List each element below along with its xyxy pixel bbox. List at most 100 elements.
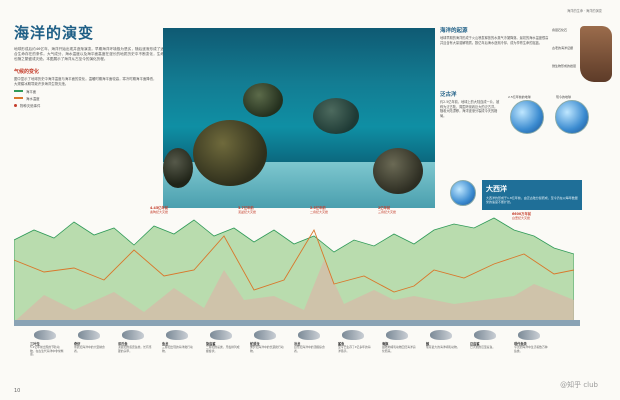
creature-name: 蛇颈龙 [250, 342, 260, 346]
atlantic-body: 大西洋约形成于1.8亿年前，由泛古陆分裂而成，至今仍在以每年数厘米的速度不断扩张… [486, 196, 578, 205]
plesiosaur-icon [254, 330, 276, 340]
ichthyosaur-icon [166, 330, 188, 340]
ocean-photo [163, 28, 435, 208]
creature-card: 海豚 由陆地哺乳动物回归海洋演化而来。 [382, 330, 416, 353]
trilobite-icon [34, 330, 56, 340]
intro-panel: 海洋的演变 地球形成后约46亿年，海洋开始出现并逐渐演变。早期海洋环境极为恶劣，… [14, 22, 164, 202]
creature-card: 现代鱼类 今天的海洋中生活着数万种鱼类。 [514, 330, 548, 353]
page-title: 海洋的演变 [14, 24, 95, 42]
creature-desc: 5.2亿年前出现的节肢动物，在古生代海洋中非常繁盛。 [30, 345, 64, 357]
creature-card: 三叶虫 5.2亿年前出现的节肢动物，在古生代海洋中非常繁盛。 [30, 330, 64, 357]
creature-desc: 侏罗纪海洋中的长颈爬行动物。 [250, 345, 284, 353]
creature-card: 邓氏鱼 泥盆纪的盾皮鱼类，长有坚硬的头甲。 [118, 330, 152, 353]
globe-modern [555, 100, 589, 134]
fish-icon [518, 330, 540, 340]
rock [373, 148, 423, 194]
creature-card: 旋齿鲨 二叠纪的鲨类，牙齿排列成螺旋状。 [206, 330, 240, 353]
rock [193, 120, 267, 186]
rock [243, 83, 283, 117]
fish-icon [122, 330, 144, 340]
globe-label: 现今的地球 [556, 95, 572, 99]
watermark: @知乎 club [560, 381, 598, 389]
globe-label: 2.5亿年前的地球 [508, 95, 531, 99]
creature-name: 巨齿鲨 [470, 342, 480, 346]
creature-desc: 今天的海洋中生活着数万种鱼类。 [514, 345, 548, 353]
climate-heading: 气候的变化 [14, 69, 40, 76]
event-label: 2.5亿年前 二叠纪大灭绝 [310, 206, 346, 214]
pangaea-title: 泛古洋 [440, 92, 457, 98]
event-label: 3.7亿年前 泥盆纪大灭绝 [238, 206, 274, 214]
creature-name: 奇虾 [74, 342, 81, 346]
anomalocaris-icon [78, 330, 100, 340]
creature-name: 邓氏鱼 [118, 342, 128, 346]
pangaea-body: 约2.5亿年前，地球上的大陆连成一片，被称为泛古陆，周围环绕着巨大的泛古洋。随着… [440, 100, 500, 118]
creature-desc: 现存最大的海洋哺乳动物。 [426, 345, 460, 349]
timeline-axis [14, 320, 580, 326]
origin-title: 海洋的起源 [440, 28, 468, 34]
event-title: 3.7亿年前 [238, 206, 254, 210]
creature-name: 沧龙 [294, 342, 301, 346]
creature-name: 旋齿鲨 [206, 342, 216, 346]
sea-level-area [14, 217, 574, 322]
origin-body: 地球早期的海洋形成于火山喷发释放的水蒸气冷凝降落。最初的海水温度很高并且含有大量… [440, 36, 549, 45]
legend-label: 海水温度 [26, 96, 40, 101]
rock [313, 98, 359, 134]
event-sub: 奥陶纪大灭绝 [150, 210, 169, 214]
creature-card: 鲨鱼 至今已生存了4亿多年的海洋猎手。 [338, 330, 372, 353]
event-label: 2亿年前 三叠纪大灭绝 [378, 206, 414, 214]
event-title: 2.5亿年前 [310, 206, 326, 210]
running-header: 海洋的生命 · 海洋的演变 [567, 9, 602, 13]
megalodon-icon [474, 330, 496, 340]
globe-ancient [510, 100, 544, 134]
atlantic-box: 大西洋 大西洋约形成于1.8亿年前，由泛古陆分裂而成，至今仍在以每年数厘米的速度… [482, 180, 582, 210]
event-label: 6600万年前 白垩纪大灭绝 [512, 212, 548, 220]
pangaea-section: 泛古洋 约2.5亿年前，地球上的大陆连成一片，被称为泛古陆，周围环绕着巨大的泛古… [440, 90, 500, 118]
temperature-line [14, 228, 574, 293]
event-sub: 白垩纪大灭绝 [512, 216, 531, 220]
event-label: 4.45亿年前 奥陶纪大灭绝 [150, 206, 186, 214]
event-title: 6600万年前 [512, 212, 532, 216]
event-title: 2亿年前 [378, 206, 391, 210]
shark-icon [342, 330, 364, 340]
fossil-label: 微生物形成的岩层 [552, 64, 577, 68]
legend-label: 物种灭绝事件 [20, 103, 41, 108]
creature-card: 巨齿鲨 已灭绝的巨型鲨鱼。 [470, 330, 504, 350]
climate-body: 图中显示了地球历史中海洋温度与海平面的变化。温暖时期海平面较高，寒冷时期海平面降… [14, 77, 157, 87]
dolphin-icon [386, 330, 408, 340]
creature-desc: 泥盆纪的盾皮鱼类，长有坚硬的头甲。 [118, 345, 152, 353]
shark-icon [210, 330, 232, 340]
creature-card: 鱼龙 三叠纪出现的海洋爬行动物。 [162, 330, 196, 353]
rock [163, 148, 193, 188]
event-title: 4.45亿年前 [150, 206, 169, 210]
creature-desc: 二叠纪的鲨类，牙齿排列成螺旋状。 [206, 345, 240, 353]
fossil-label: 叠层石化石 [552, 28, 568, 32]
legend-sea-level: 海平面 [14, 89, 164, 94]
creature-card: 鲸现存最大的海洋哺乳动物。 [426, 330, 460, 350]
legend-extinction: 物种灭绝事件 [14, 103, 164, 108]
creature-card: 蛇颈龙 侏罗纪海洋中的长颈爬行动物。 [250, 330, 284, 353]
intro-text: 地球形成后约46亿年，海洋开始出现并逐渐演变。早期海洋环境极为恶劣，随后逐渐形成… [14, 47, 164, 62]
extinction-area [14, 260, 574, 322]
whale-icon [430, 330, 452, 340]
creature-name: 现代鱼类 [514, 342, 527, 346]
mosasaur-icon [298, 330, 320, 340]
creature-desc: 白垩纪海洋中的顶级掠食者。 [294, 345, 325, 353]
atlantic-title: 大西洋 [486, 185, 507, 193]
creature-card: 奇虾 寒武纪海洋中的大型捕食者。 [74, 330, 108, 353]
fossil-image [580, 26, 612, 82]
creature-card: 沧龙 白垩纪海洋中的顶级掠食者。 [294, 330, 328, 353]
page-number: 10 [14, 388, 21, 394]
creature-desc: 寒武纪海洋中的大型捕食者。 [74, 345, 105, 353]
globe-atlantic [450, 180, 476, 206]
event-sub: 三叠纪大灭绝 [378, 210, 397, 214]
creature-desc: 已灭绝的巨型鲨鱼。 [470, 345, 496, 349]
creature-desc: 至今已生存了4亿多年的海洋猎手。 [338, 345, 371, 353]
creature-name: 海豚 [382, 342, 389, 346]
legend-temperature: 海水温度 [14, 96, 164, 101]
creature-name: 鲨鱼 [338, 342, 345, 346]
legend-label: 海平面 [26, 89, 37, 94]
creature-desc: 三叠纪出现的海洋爬行动物。 [162, 345, 193, 353]
evolution-chart [14, 217, 574, 322]
creature-name: 鲸 [426, 342, 430, 346]
origin-section: 海洋的起源 地球早期的海洋形成于火山喷发释放的水蒸气冷凝降落。最初的海水温度很高… [440, 26, 550, 45]
